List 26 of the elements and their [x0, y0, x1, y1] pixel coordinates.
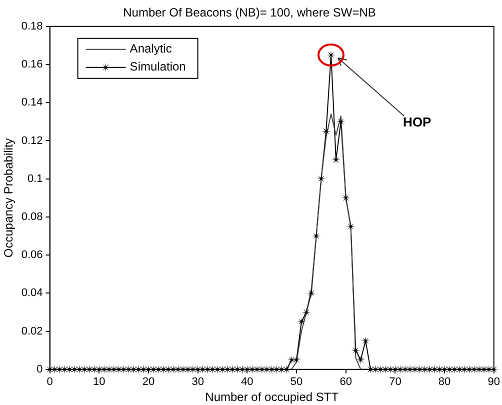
y-axis-title: Occupancy Probability — [2, 138, 16, 258]
x-tick-label: 50 — [290, 376, 303, 388]
legend-label: Simulation — [130, 60, 186, 74]
y-tick-label: 0.06 — [21, 249, 43, 262]
x-tick-label: 40 — [241, 376, 254, 388]
y-tick-label: 0.02 — [21, 325, 43, 338]
chart-title: Number Of Beacons (NB)= 100, where SW=NB — [123, 6, 376, 20]
x-tick-label: 80 — [438, 376, 451, 388]
x-tick-label: 70 — [389, 376, 402, 388]
x-tick-label: 0 — [46, 376, 53, 388]
y-tick-label: 0.16 — [21, 58, 43, 71]
y-tick-label: 0.18 — [21, 20, 43, 32]
annotation: HOP — [403, 114, 432, 130]
x-tick-label: 20 — [142, 376, 155, 388]
x-tick-label: 60 — [340, 376, 352, 388]
legend-label: Analytic — [130, 42, 172, 56]
y-tick-label: 0 — [36, 363, 43, 376]
x-axis-title: Number of occupied STT — [205, 390, 340, 404]
y-tick-label: 0.08 — [21, 210, 43, 223]
y-tick-label: 0.1 — [28, 172, 43, 185]
y-tick-label: 0.14 — [21, 96, 43, 109]
x-tick-label: 10 — [93, 376, 106, 388]
x-tick-label: 30 — [192, 376, 204, 388]
x-tick-label: 90 — [488, 376, 500, 388]
y-tick-label: 0.12 — [21, 134, 43, 147]
y-tick-label: 0.04 — [21, 287, 43, 300]
